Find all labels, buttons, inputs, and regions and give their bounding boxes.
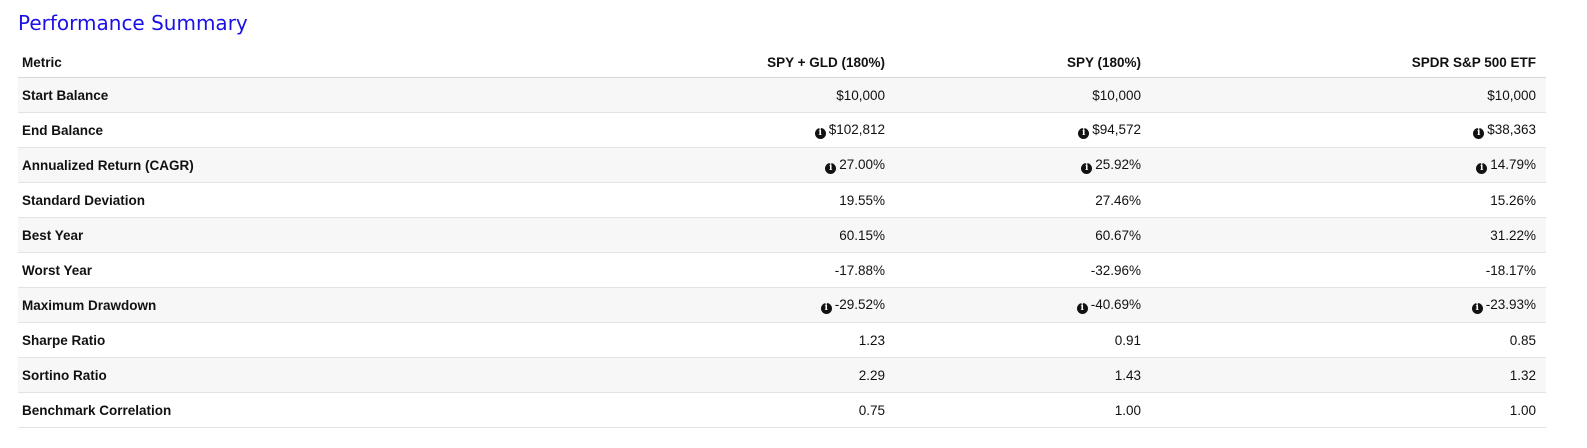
value-cell-benchmark: $10,000 — [1151, 77, 1546, 113]
column-header-portfolio-2: SPY (180%) — [895, 47, 1151, 78]
metric-value: 60.67% — [1095, 227, 1141, 243]
metric-value: $10,000 — [836, 87, 885, 103]
metric-value: 31.22% — [1490, 227, 1536, 243]
performance-table: Metric SPY + GLD (180%) SPY (180%) SPDR … — [18, 47, 1546, 428]
metric-label: Benchmark Correlation — [18, 392, 558, 428]
info-icon[interactable]: i — [820, 302, 832, 314]
value-cell-portfolio-2: i -40.69% — [895, 287, 1151, 323]
metric-value: 1.32 — [1509, 367, 1536, 383]
value-cell-benchmark: i -23.93% — [1151, 287, 1546, 323]
value-cell-benchmark: 31.22% — [1151, 217, 1546, 253]
metric-value: 15.26% — [1490, 192, 1536, 208]
value-cell-portfolio-2: 1.00 — [895, 392, 1151, 428]
value-cell-portfolio-2: $10,000 — [895, 77, 1151, 113]
value-cell-portfolio-2: 1.43 — [895, 357, 1151, 393]
metric-value: 2.29 — [858, 367, 885, 383]
table-row: Standard Deviation 19.55% 27.46% 15.26% — [18, 182, 1546, 218]
table-row: End Balance i $102,812 i $94,572 i $38,363 — [18, 112, 1546, 148]
table-row: Worst Year -17.88% -32.96% -18.17% — [18, 252, 1546, 288]
metric-value: 0.91 — [1114, 332, 1141, 348]
table-row: Sharpe Ratio 1.23 0.91 0.85 — [18, 322, 1546, 358]
value-cell-portfolio-1: -17.88% — [558, 252, 895, 288]
value-cell-portfolio-2: -32.96% — [895, 252, 1151, 288]
value-cell-benchmark: 15.26% — [1151, 182, 1546, 218]
column-header-benchmark: SPDR S&P 500 ETF — [1151, 47, 1546, 78]
value-cell-benchmark: 1.00 — [1151, 392, 1546, 428]
column-header-metric: Metric — [18, 47, 558, 78]
metric-value: -32.96% — [1090, 262, 1141, 278]
metric-label: End Balance — [18, 112, 558, 148]
info-icon[interactable]: i — [1081, 162, 1093, 174]
metric-label: Annualized Return (CAGR) — [18, 147, 558, 183]
info-icon[interactable]: i — [1473, 127, 1485, 139]
metric-value: 25.92% — [1095, 156, 1141, 172]
metric-value: 1.00 — [1114, 402, 1141, 418]
value-cell-portfolio-2: 27.46% — [895, 182, 1151, 218]
value-cell-portfolio-2: 60.67% — [895, 217, 1151, 253]
info-icon[interactable]: i — [1476, 162, 1488, 174]
value-cell-portfolio-1: 2.29 — [558, 357, 895, 393]
section-title: Performance Summary — [18, 11, 248, 35]
value-cell-portfolio-1: 1.23 — [558, 322, 895, 358]
info-icon[interactable]: i — [1471, 302, 1483, 314]
metric-value: $38,363 — [1487, 121, 1536, 137]
metric-value: -29.52% — [834, 296, 885, 312]
table-row: Best Year 60.15% 60.67% 31.22% — [18, 217, 1546, 253]
metric-label: Standard Deviation — [18, 182, 558, 218]
info-icon[interactable]: i — [825, 162, 837, 174]
metric-value: -17.88% — [834, 262, 885, 278]
table-header: Metric SPY + GLD (180%) SPY (180%) SPDR … — [18, 47, 1546, 78]
value-cell-portfolio-2: i 25.92% — [895, 147, 1151, 183]
metric-value: 0.75 — [858, 402, 885, 418]
value-cell-benchmark: -18.17% — [1151, 252, 1546, 288]
metric-value: 1.23 — [858, 332, 885, 348]
info-icon[interactable]: i — [814, 127, 826, 139]
metric-label: Best Year — [18, 217, 558, 253]
value-cell-portfolio-2: i $94,572 — [895, 112, 1151, 148]
value-cell-portfolio-1: i 27.00% — [558, 147, 895, 183]
metric-value: 0.85 — [1509, 332, 1536, 348]
value-cell-portfolio-1: i -29.52% — [558, 287, 895, 323]
value-cell-portfolio-2: 0.91 — [895, 322, 1151, 358]
metric-value: -23.93% — [1485, 296, 1536, 312]
metric-value: 1.43 — [1114, 367, 1141, 383]
metric-label: Worst Year — [18, 252, 558, 288]
metric-value: $10,000 — [1092, 87, 1141, 103]
value-cell-portfolio-1: 19.55% — [558, 182, 895, 218]
metric-label: Sortino Ratio — [18, 357, 558, 393]
table-row: Start Balance $10,000 $10,000 $10,000 — [18, 77, 1546, 113]
value-cell-benchmark: 0.85 — [1151, 322, 1546, 358]
metric-value: 1.00 — [1509, 402, 1536, 418]
metric-value: 14.79% — [1490, 156, 1536, 172]
metric-value: -40.69% — [1090, 296, 1141, 312]
metric-value: $94,572 — [1092, 121, 1141, 137]
table-body: Start Balance $10,000 $10,000 $10,000 End Ba… — [18, 77, 1546, 428]
metric-value: -18.17% — [1485, 262, 1536, 278]
metric-value: 27.46% — [1095, 192, 1141, 208]
metric-value: $102,812 — [828, 121, 885, 137]
value-cell-benchmark: 1.32 — [1151, 357, 1546, 393]
table-row: Sortino Ratio 2.29 1.43 1.32 — [18, 357, 1546, 393]
performance-summary-section: Performance Summary Metric SPY + GLD (18… — [18, 11, 1546, 428]
table-row: Benchmark Correlation 0.75 1.00 1.00 — [18, 392, 1546, 428]
metric-label: Start Balance — [18, 77, 558, 113]
metric-value: 60.15% — [839, 227, 885, 243]
metric-value: 19.55% — [839, 192, 885, 208]
metric-label: Maximum Drawdown — [18, 287, 558, 323]
value-cell-benchmark: i $38,363 — [1151, 112, 1546, 148]
value-cell-benchmark: i 14.79% — [1151, 147, 1546, 183]
value-cell-portfolio-1: $10,000 — [558, 77, 895, 113]
table-row: Maximum Drawdown i -29.52% i -40.69% i -23.93% — [18, 287, 1546, 323]
metric-value: $10,000 — [1487, 87, 1536, 103]
value-cell-portfolio-1: 0.75 — [558, 392, 895, 428]
value-cell-portfolio-1: i $102,812 — [558, 112, 895, 148]
table-row: Annualized Return (CAGR) i 27.00% i 25.92% i 1… — [18, 147, 1546, 183]
header-row: Metric SPY + GLD (180%) SPY (180%) SPDR … — [18, 47, 1546, 78]
info-icon[interactable]: i — [1076, 302, 1088, 314]
metric-label: Sharpe Ratio — [18, 322, 558, 358]
info-icon[interactable]: i — [1078, 127, 1090, 139]
value-cell-portfolio-1: 60.15% — [558, 217, 895, 253]
column-header-portfolio-1: SPY + GLD (180%) — [558, 47, 895, 78]
metric-value: 27.00% — [839, 156, 885, 172]
